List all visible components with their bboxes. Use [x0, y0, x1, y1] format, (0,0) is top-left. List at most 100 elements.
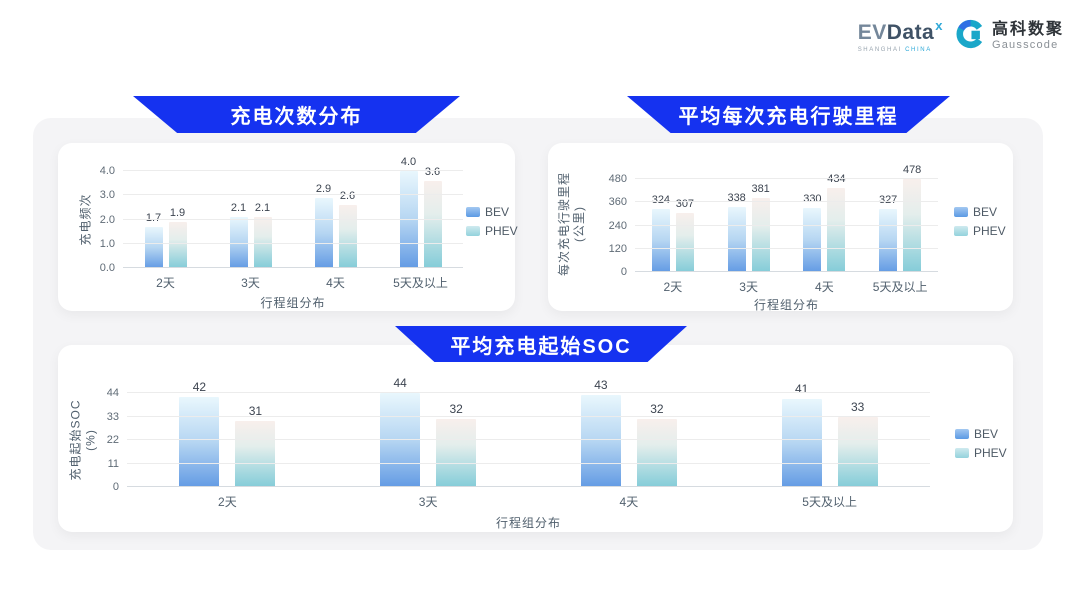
bar	[580, 395, 621, 487]
bar-bev: 42	[179, 380, 220, 487]
bar	[380, 393, 421, 487]
bar-bev: 324	[652, 179, 670, 272]
gausscode-g-icon	[956, 18, 986, 55]
chart-charging-frequency: 充电频次 1.71.92.12.12.92.64.03.60.01.02.03.…	[58, 143, 518, 311]
bar-phev: 381	[751, 179, 770, 272]
y-tick-label: 0.0	[99, 262, 115, 274]
y-tick-label: 22	[106, 434, 119, 446]
gridline	[127, 486, 930, 487]
bar	[636, 418, 677, 487]
x-category-label: 4天	[326, 276, 345, 290]
bar-bev: 41	[781, 382, 822, 487]
bar	[229, 217, 248, 268]
bar-phev: 33	[837, 393, 878, 487]
bar-bev: 44	[380, 376, 421, 487]
bar	[168, 221, 187, 268]
x-axis-categories: 2天 3天 4天 5天及以上	[127, 493, 930, 510]
bar-phev: 1.9	[168, 171, 187, 268]
gridline	[635, 224, 938, 226]
legend-swatch	[954, 207, 968, 217]
y-tick-label: 44	[106, 387, 119, 399]
bar	[253, 217, 272, 268]
bar-value-label: 32	[650, 401, 664, 416]
gausscode-logo: 高科数聚 Gausscode	[956, 18, 1064, 55]
bar	[436, 418, 477, 487]
gridline	[635, 247, 938, 249]
y-tick-label: 33	[106, 410, 119, 423]
bar-value-label: 324	[651, 194, 671, 207]
bar-value-label: 2.9	[315, 182, 332, 195]
bar	[837, 416, 878, 487]
bar-bev: 2.1	[229, 171, 248, 268]
y-tick-label: 480	[608, 173, 627, 185]
bar-value-label: 44	[393, 376, 407, 390]
y-tick-label: 0	[112, 481, 119, 493]
y-tick-label: 240	[608, 219, 627, 232]
legend-label: PHEV	[974, 446, 1007, 460]
legend-item: PHEV	[955, 446, 1007, 460]
bar-phev: 307	[676, 179, 694, 272]
plot-area: 324 307 338 381 330 434 327 478 0 120 240 360 480	[609, 164, 938, 278]
logo-bar: EVDatax SHANGHAI CHINA 高科数聚 Gausscode	[858, 18, 1064, 55]
banner-charging-frequency-title: 充电次数分布	[133, 96, 460, 133]
legend-label: BEV	[974, 427, 999, 441]
bar-value-label: 3.6	[424, 165, 441, 178]
evdata-superscript-x: x	[935, 18, 943, 33]
x-category-label: 5天及以上	[393, 276, 448, 290]
bar-phev: 2.1	[253, 171, 272, 268]
x-category-label: 4天	[815, 280, 834, 294]
bar	[781, 399, 822, 487]
card-mileage-per-charge: 每次充电行驶里程(公里) 324307338381330434327478012…	[548, 143, 1013, 312]
bar-value-label: 1.9	[169, 206, 186, 219]
evdata-tagline-shanghai: SHANGHAI	[857, 47, 902, 53]
bar-group: 338 381	[711, 179, 787, 272]
bar-phev: 3.6	[423, 166, 442, 268]
card-charging-frequency: 充电频次 1.71.92.12.12.92.64.03.60.01.02.03.…	[58, 143, 518, 311]
x-category-label: 5天及以上	[802, 495, 857, 509]
legend-swatch	[955, 448, 969, 458]
evdata-wordmark: EVDatax	[857, 18, 943, 46]
bar-group: 2.9 2.6	[293, 171, 378, 268]
bar-bev: 1.7	[144, 171, 163, 268]
evdata-wordmark-ev: EV	[857, 21, 887, 44]
bar-value-label: 381	[751, 183, 770, 196]
evdata-tagline-china: CHINA	[905, 47, 932, 53]
bar	[399, 171, 418, 268]
legend: BEV PHEV	[466, 205, 518, 238]
bar-phev: 31	[235, 393, 276, 487]
chart-start-soc: 充电起始SOC (%) 42 31 44 32 43 32 41 33 0 11 22 33 44 2天 3…	[58, 345, 1013, 532]
bar-value-label: 2.1	[254, 202, 271, 215]
bar-group: 44 32	[328, 376, 529, 487]
x-category-label: 3天	[418, 495, 438, 509]
legend-label: BEV	[973, 205, 998, 219]
bar-phev: 2.6	[338, 171, 357, 268]
y-tick-label: 360	[608, 196, 627, 209]
x-category-label: 2天	[218, 495, 237, 509]
bar-group: 327 478	[862, 164, 938, 272]
bar-value-label: 4.0	[400, 156, 417, 168]
legend-item: PHEV	[954, 224, 1006, 238]
legend-item: BEV	[955, 427, 1007, 441]
gridline	[127, 462, 930, 464]
bar-value-label: 478	[902, 164, 922, 177]
bar	[751, 198, 770, 272]
bar-value-label: 31	[248, 403, 263, 418]
bar-group: 330 434	[787, 173, 863, 272]
gridline	[635, 178, 938, 179]
gridline	[635, 271, 938, 272]
banner-mileage-per-charge-title: 平均每次充电行驶里程	[627, 96, 950, 133]
gridline	[123, 170, 463, 171]
legend-label: PHEV	[485, 224, 518, 238]
gausscode-name-en: Gausscode	[991, 39, 1059, 51]
bar	[144, 226, 163, 268]
x-category-label: 4天	[619, 495, 639, 509]
legend-swatch	[466, 207, 480, 217]
bar-group: 43 32	[529, 378, 730, 487]
plot-area: 42 31 44 32 43 32 41 33 0 11 22 33 44	[107, 376, 930, 493]
x-category-label: 2天	[156, 276, 175, 290]
plot-area: 1.7 1.9 2.1 2.1 2.9 2.6 4.0 3.6 0.0 1.0 2.0 3.0 4.0	[100, 156, 463, 274]
y-tick-label: 2.0	[99, 213, 115, 226]
evdata-tagline: SHANGHAI CHINA	[858, 47, 932, 53]
bar	[879, 208, 898, 272]
